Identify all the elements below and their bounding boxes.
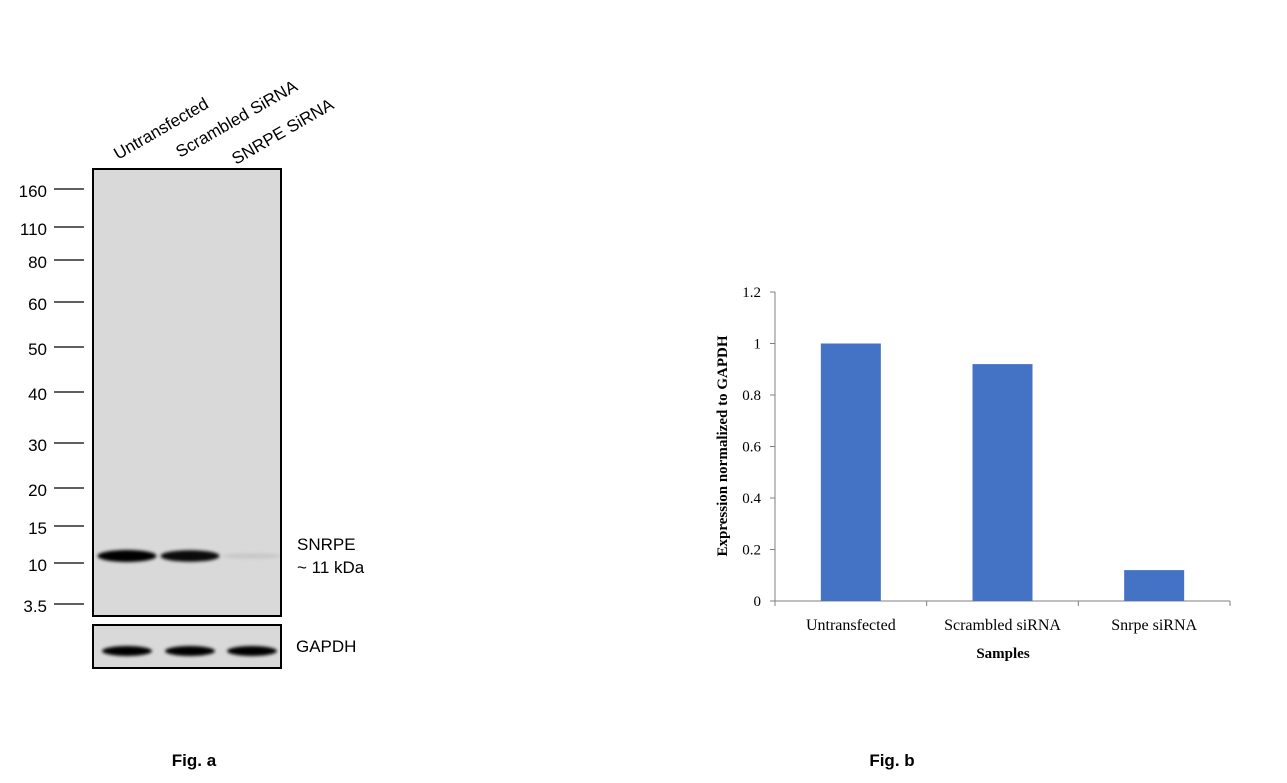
- y-axis-title: Expression normalized to GAPDH: [715, 335, 731, 556]
- y-tick-label: 0.4: [742, 491, 761, 507]
- mw-marker-ladder: 160 110 80 60 50 40 30 20 15 10 3.5: [19, 182, 84, 616]
- y-tick-label: 0.2: [742, 543, 761, 559]
- bar: [1124, 570, 1185, 601]
- mw-marker-label: 40: [28, 385, 47, 404]
- gapdh-band: [227, 646, 277, 656]
- bar: [972, 364, 1033, 601]
- mw-marker-label: 50: [28, 340, 47, 359]
- western-blot-panel: Untransfected Scrambled SiRNA SNRPE SiRN…: [19, 76, 365, 770]
- snrpe-band: [160, 550, 220, 562]
- bar-chart-panel: 0 0.2 0.4 0.6 0.8 1 1.2 Untransfected Scrambled …: [715, 285, 1231, 770]
- snrpe-band: [97, 550, 157, 562]
- loading-control-label: GAPDH: [296, 637, 356, 656]
- snrpe-band: [222, 553, 282, 559]
- y-tick-label: 1.2: [742, 285, 761, 301]
- gapdh-band: [102, 646, 152, 656]
- bar: [820, 343, 881, 601]
- x-tick-label: Scrambled siRNA: [944, 617, 1061, 634]
- x-axis-title: Samples: [976, 646, 1030, 662]
- mw-marker-label: 80: [28, 253, 47, 272]
- fig-b-caption: Fig. b: [869, 751, 914, 770]
- mw-marker-label: 3.5: [23, 597, 47, 616]
- y-tick-label: 0: [754, 594, 762, 610]
- blot-membrane: [92, 168, 282, 617]
- y-tick-label: 0.8: [742, 388, 761, 404]
- x-tick-label: Snrpe siRNA: [1111, 617, 1197, 634]
- mw-marker-label: 15: [28, 519, 47, 538]
- y-tick-label: 0.6: [742, 440, 761, 456]
- bar-chart-plot: 0 0.2 0.4 0.6 0.8 1 1.2 Untransfected Scrambled …: [742, 285, 1231, 634]
- mw-marker-label: 20: [28, 481, 47, 500]
- gapdh-band: [165, 646, 215, 656]
- mw-marker-label: 10: [28, 556, 47, 575]
- band-size-label: ~ 11 kDa: [297, 558, 365, 577]
- band-label-snrpe: SNRPE: [297, 535, 356, 554]
- fig-a-caption: Fig. a: [172, 751, 217, 770]
- mw-marker-label: 30: [28, 436, 47, 455]
- blot-bands: [97, 550, 282, 656]
- mw-marker-label: 160: [19, 182, 47, 201]
- y-tick-label: 1: [754, 337, 762, 353]
- x-tick-label: Untransfected: [806, 617, 896, 634]
- mw-marker-label: 110: [20, 220, 47, 239]
- mw-marker-label: 60: [28, 295, 47, 314]
